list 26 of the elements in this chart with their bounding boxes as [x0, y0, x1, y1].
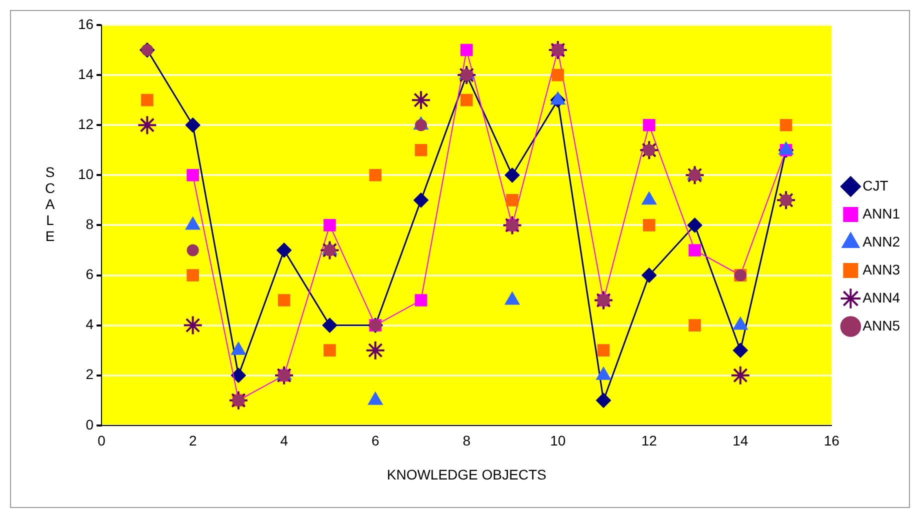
- x-tick-label: 2: [188, 432, 197, 449]
- y-tick-label: 16: [78, 16, 94, 32]
- x-tick-label: 8: [462, 432, 471, 449]
- y-tick-label: 14: [78, 66, 94, 82]
- y-tick-label: 12: [78, 116, 94, 132]
- x-tick-label: 14: [732, 432, 748, 449]
- y-tick-label: 8: [86, 216, 94, 232]
- x-tick-label: 10: [550, 432, 566, 449]
- y-axis-title: SCALE: [44, 164, 56, 244]
- y-tick-label: 6: [86, 266, 94, 282]
- y-tick-label: 0: [86, 416, 94, 432]
- y-tick-label: 2: [86, 366, 94, 382]
- legend-label: CJT: [862, 177, 889, 194]
- legend-label: ANN1: [862, 205, 900, 222]
- x-tick-label: 4: [280, 432, 288, 449]
- x-tick-label: 6: [371, 432, 380, 449]
- x-tick-label: 0: [98, 432, 106, 449]
- legend-label: ANN2: [862, 233, 900, 250]
- legend-label: ANN3: [862, 261, 900, 278]
- x-tick-label: 12: [641, 432, 658, 449]
- x-tick-label: 16: [824, 432, 840, 449]
- y-tick-label: 10: [78, 166, 94, 182]
- legend-label: ANN5: [862, 317, 900, 334]
- y-tick-label: 4: [86, 316, 94, 332]
- x-axis-title: KNOWLEDGE OBJECTS: [386, 466, 546, 482]
- legend-label: ANN4: [862, 289, 900, 306]
